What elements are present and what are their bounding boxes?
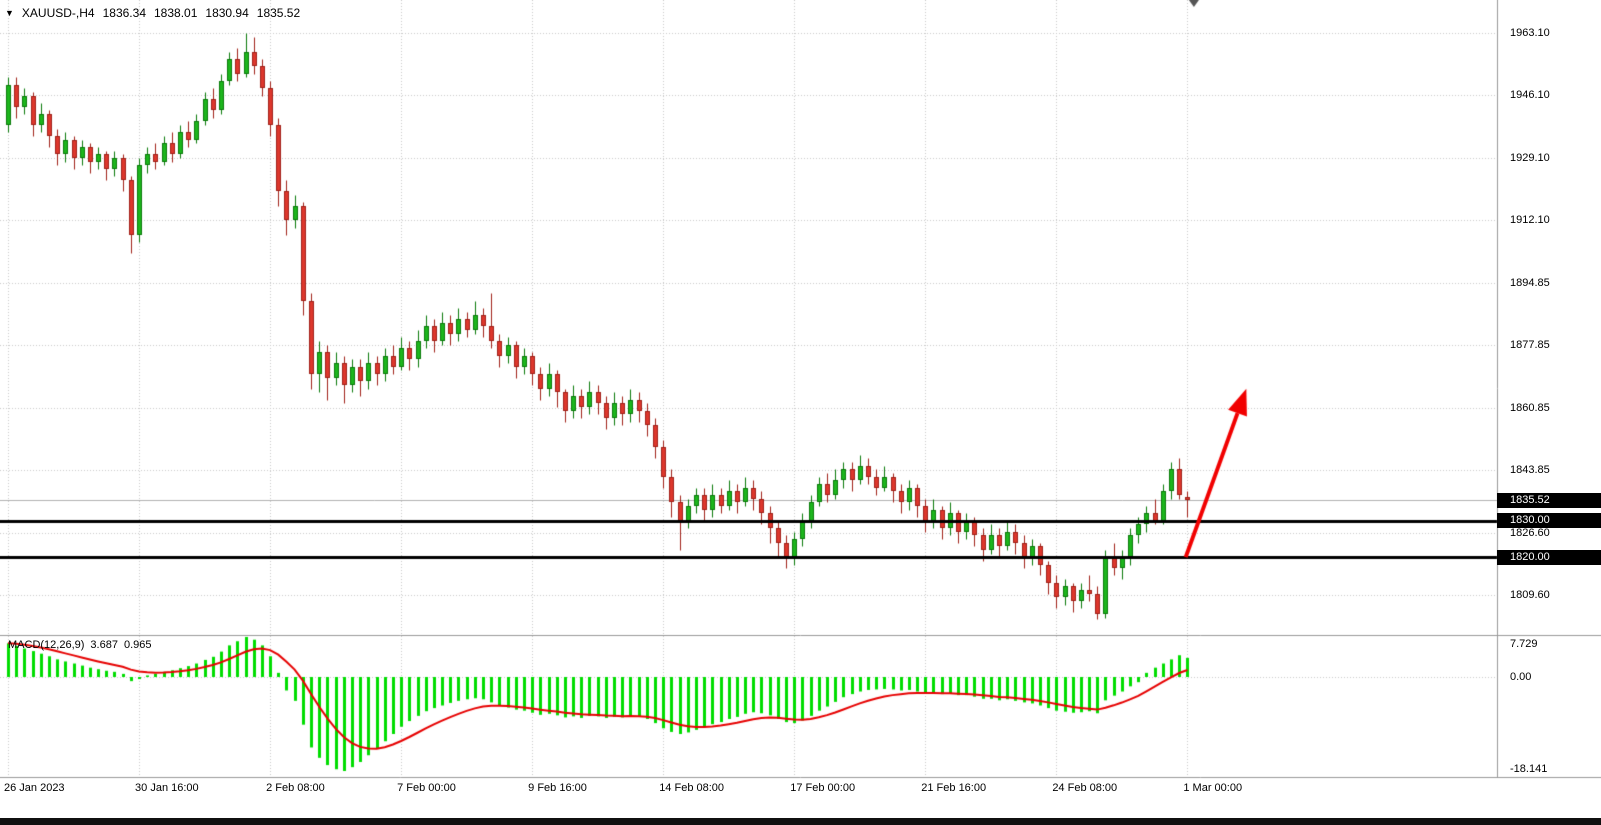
time-axis-label: 17 Feb 00:00	[790, 782, 856, 794]
macd-scale-max-label: 7.729	[1510, 638, 1538, 650]
price-axis-label: 1877.85	[1510, 339, 1550, 352]
ohlc-close: 1835.52	[256, 6, 301, 20]
time-axis-label: 2 Feb 08:00	[266, 782, 325, 794]
time-axis-label: 21 Feb 16:00	[921, 782, 987, 794]
level-price-tag-1820: 1820.00	[1497, 549, 1601, 565]
time-axis-label: 1 Mar 00:00	[1183, 782, 1243, 794]
macd-signal-value: 0.965	[123, 639, 152, 651]
macd-indicator-label: MACD(12,26,9) 3.687 0.965	[8, 639, 151, 651]
one-click-trading-icon[interactable]: ▼	[5, 8, 14, 18]
macd-name: MACD(12,26,9)	[8, 639, 85, 651]
bottom-bar	[0, 818, 1601, 825]
price-axis-label: 1912.10	[1510, 213, 1550, 226]
time-axis-label: 30 Jan 16:00	[135, 782, 199, 794]
price-axis-label: 1826.60	[1510, 526, 1550, 539]
macd-scale-zero-label: 0.00	[1510, 671, 1532, 683]
current-price-tag: 1835.52	[1497, 492, 1601, 508]
ohlc-low: 1830.94	[205, 6, 249, 20]
price-axis-label: 1843.85	[1510, 463, 1550, 476]
time-axis[interactable]: 26 Jan 2023 30 Jan 16:00 2 Feb 08:00 7 Feb …	[0, 777, 1497, 800]
price-axis-label: 1894.85	[1510, 276, 1550, 289]
time-axis-label: 7 Feb 00:00	[397, 782, 456, 794]
price-axis-label: 1929.10	[1510, 151, 1550, 164]
time-axis-label: 14 Feb 08:00	[659, 782, 725, 794]
price-axis-label: 1860.85	[1510, 401, 1550, 414]
macd-scale-min-label: -18.141	[1510, 763, 1548, 775]
time-axis-label: 9 Feb 16:00	[528, 782, 587, 794]
macd-main-value: 3.687	[90, 639, 118, 651]
price-axis-label: 1946.10	[1510, 89, 1550, 102]
price-axis[interactable]: 1835.52 1830.00 1820.00 7.729 0.00 -18.1…	[1497, 0, 1601, 800]
symbol-ohlc-label: ▼ XAUUSD-,H4 1836.34 1838.01 1830.94 183…	[5, 6, 300, 20]
ohlc-open: 1836.34	[102, 6, 146, 20]
time-axis-label: 26 Jan 2023	[4, 782, 65, 794]
time-axis-label: 24 Feb 08:00	[1052, 782, 1118, 794]
level-price-tag-1830: 1830.00	[1497, 513, 1601, 529]
price-axis-label: 1963.10	[1510, 27, 1550, 39]
ohlc-high: 1838.01	[154, 6, 198, 20]
symbol-period-label: XAUUSD-,H4	[21, 6, 95, 20]
price-axis-label: 1809.60	[1510, 589, 1550, 602]
